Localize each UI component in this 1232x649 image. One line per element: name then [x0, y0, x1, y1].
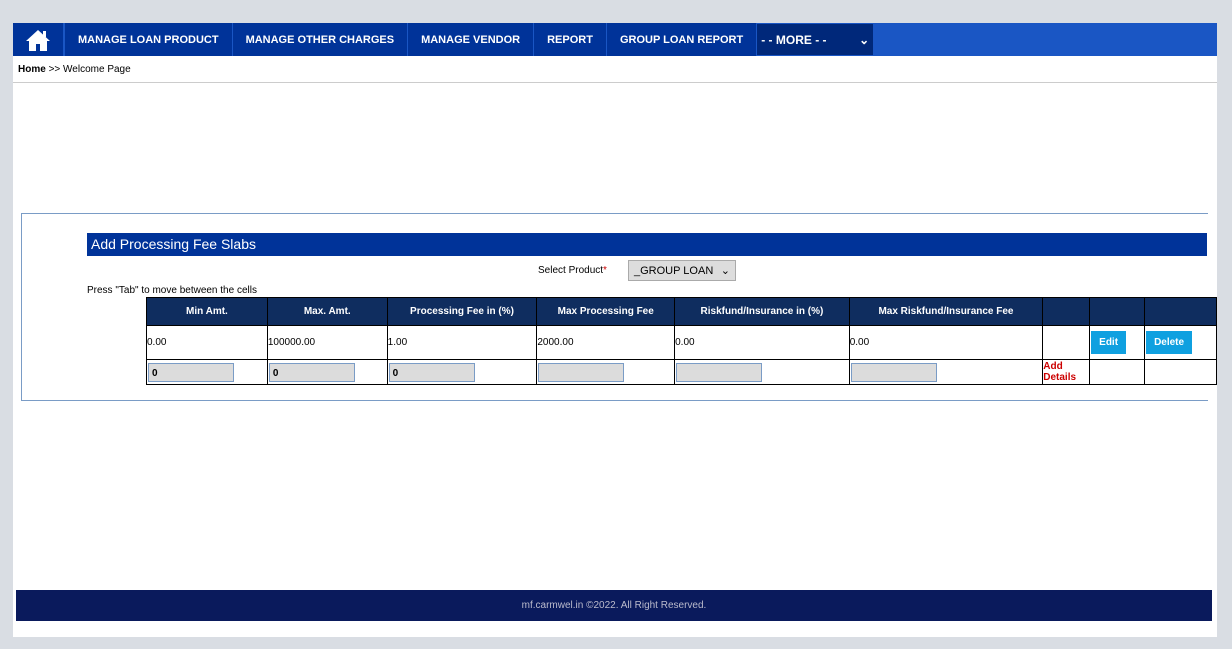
- col-min-amt: Min Amt.: [146, 297, 268, 326]
- divider: [13, 82, 1217, 83]
- cell: Delete: [1144, 325, 1217, 360]
- home-button[interactable]: [13, 23, 63, 56]
- chevron-down-icon: ⌄: [720, 265, 730, 277]
- more-label: - - MORE - -: [761, 32, 827, 47]
- nav-manage-other-charges[interactable]: MANAGE OTHER CHARGES: [232, 23, 409, 56]
- breadcrumb: Home >> Welcome Page: [18, 64, 131, 75]
- chevron-down-icon: ⌄: [859, 32, 870, 47]
- max-processing-fee-input[interactable]: [538, 362, 625, 382]
- select-product-dropdown[interactable]: _GROUP LOAN ⌄: [628, 260, 736, 281]
- col-max-riskfund: Max Riskfund/Insurance Fee: [848, 297, 1044, 326]
- processing-fee-input[interactable]: 0: [388, 362, 475, 382]
- cell: 0.00: [674, 325, 850, 360]
- select-product-label: Select Product*: [538, 265, 607, 276]
- col-processing-fee: Processing Fee in (%): [386, 297, 538, 326]
- cell: 100000.00: [266, 325, 388, 360]
- cell: [1144, 359, 1217, 385]
- col-delete: [1144, 297, 1217, 326]
- home-icon: [26, 29, 50, 51]
- tab-hint: Press "Tab" to move between the cells: [87, 285, 257, 296]
- max-amt-input[interactable]: 0: [268, 362, 355, 382]
- nav-report[interactable]: REPORT: [534, 23, 607, 56]
- col-blank: [1042, 297, 1091, 326]
- delete-button[interactable]: Delete: [1146, 331, 1193, 354]
- breadcrumb-home[interactable]: Home: [18, 64, 46, 75]
- cell: 0.00: [848, 325, 1044, 360]
- cell: Edit: [1089, 325, 1146, 360]
- panel: [21, 213, 1208, 401]
- max-riskfund-input[interactable]: [850, 362, 937, 382]
- required-marker: *: [603, 265, 607, 276]
- selected-value: _GROUP LOAN: [634, 264, 714, 277]
- input-row: 0 0 0 Add Details: [146, 359, 1217, 385]
- col-edit: [1089, 297, 1146, 326]
- nav-manage-loan-product[interactable]: MANAGE LOAN PRODUCT: [65, 23, 233, 56]
- footer: mf.carmwel.in ©2022. All Right Reserved.: [16, 590, 1212, 621]
- cell: 0.00: [146, 325, 268, 360]
- more-dropdown[interactable]: - - MORE - - ⌄: [757, 24, 874, 55]
- edit-button[interactable]: Edit: [1091, 331, 1127, 354]
- col-riskfund: Riskfund/Insurance in (%): [674, 297, 850, 326]
- min-amt-input[interactable]: 0: [148, 362, 234, 382]
- riskfund-input[interactable]: [676, 362, 763, 382]
- panel-title: Add Processing Fee Slabs: [87, 233, 1207, 256]
- nav-manage-vendor[interactable]: MANAGE VENDOR: [408, 23, 535, 56]
- col-max-processing-fee: Max Processing Fee: [536, 297, 676, 326]
- top-nav: MANAGE LOAN PRODUCT MANAGE OTHER CHARGES…: [13, 23, 1217, 56]
- nav-group-loan-report[interactable]: GROUP LOAN REPORT: [606, 23, 758, 56]
- breadcrumb-current: Welcome Page: [63, 64, 131, 75]
- fee-slab-table: Min Amt. Max. Amt. Processing Fee in (%)…: [146, 297, 1217, 385]
- col-max-amt: Max. Amt.: [266, 297, 388, 326]
- page: MANAGE LOAN PRODUCT MANAGE OTHER CHARGES…: [13, 23, 1217, 637]
- label-text: Select Product: [538, 265, 604, 276]
- add-details-link[interactable]: Add Details: [1043, 361, 1077, 383]
- cell: [1089, 359, 1146, 385]
- cell: [1042, 325, 1091, 360]
- breadcrumb-separator: >>: [48, 64, 61, 75]
- cell: 2000.00: [536, 325, 676, 360]
- cell: 1.00: [386, 325, 538, 360]
- table-row: 0.00 100000.00 1.00 2000.00 0.00 0.00 Ed…: [146, 325, 1217, 360]
- table-header-row: Min Amt. Max. Amt. Processing Fee in (%)…: [146, 297, 1217, 326]
